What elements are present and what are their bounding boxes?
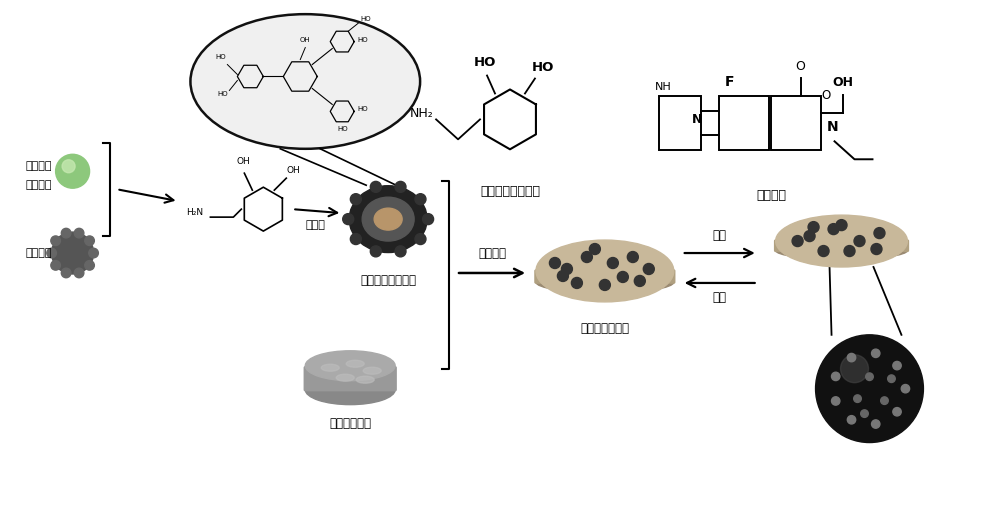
Circle shape	[836, 220, 847, 230]
Circle shape	[415, 234, 426, 245]
Text: HO: HO	[357, 37, 368, 42]
Circle shape	[370, 182, 381, 192]
Bar	[659, 97, 701, 150]
Circle shape	[844, 245, 855, 256]
Circle shape	[866, 373, 873, 381]
Ellipse shape	[336, 374, 354, 381]
Text: 真空抽滤: 真空抽滤	[478, 246, 506, 260]
Circle shape	[634, 276, 645, 286]
Circle shape	[395, 182, 406, 192]
Circle shape	[415, 194, 426, 204]
Ellipse shape	[305, 351, 395, 381]
Circle shape	[643, 263, 654, 275]
Ellipse shape	[356, 376, 374, 383]
Circle shape	[847, 354, 856, 362]
Ellipse shape	[362, 197, 414, 241]
Circle shape	[854, 236, 865, 246]
Ellipse shape	[776, 241, 907, 260]
Text: HO: HO	[337, 126, 348, 132]
Circle shape	[85, 261, 94, 270]
Text: 自聚合: 自聚合	[305, 220, 325, 230]
Circle shape	[571, 278, 582, 288]
Circle shape	[872, 349, 880, 357]
Ellipse shape	[363, 367, 381, 374]
Ellipse shape	[346, 360, 364, 367]
Ellipse shape	[536, 240, 674, 302]
Text: 分子印迹二氧化钛: 分子印迹二氧化钛	[360, 275, 416, 287]
Circle shape	[561, 263, 572, 275]
Text: OH: OH	[832, 76, 853, 89]
Circle shape	[85, 236, 94, 245]
Text: 再生纤维素膜: 再生纤维素膜	[329, 417, 371, 430]
Circle shape	[861, 410, 868, 417]
Circle shape	[874, 228, 885, 238]
Circle shape	[901, 384, 910, 393]
Circle shape	[350, 234, 361, 245]
Circle shape	[557, 270, 568, 281]
Text: F: F	[725, 75, 734, 89]
Circle shape	[61, 228, 71, 238]
Circle shape	[832, 397, 840, 405]
Circle shape	[47, 249, 56, 258]
Circle shape	[816, 335, 923, 442]
Circle shape	[61, 268, 71, 278]
Circle shape	[62, 160, 75, 173]
Circle shape	[832, 372, 840, 381]
Text: OH: OH	[300, 37, 311, 42]
Circle shape	[589, 244, 600, 254]
Circle shape	[881, 397, 888, 405]
Text: N: N	[692, 114, 702, 126]
Circle shape	[599, 279, 610, 290]
Circle shape	[792, 236, 803, 246]
Ellipse shape	[536, 271, 674, 293]
Circle shape	[841, 355, 868, 383]
Text: HO: HO	[361, 16, 371, 22]
Circle shape	[581, 252, 592, 262]
Circle shape	[350, 194, 361, 204]
Circle shape	[343, 213, 354, 225]
Text: N: N	[827, 121, 838, 134]
Circle shape	[872, 420, 880, 428]
Text: O: O	[796, 59, 806, 73]
Circle shape	[56, 155, 90, 188]
FancyBboxPatch shape	[535, 270, 675, 283]
Circle shape	[423, 213, 434, 225]
Text: NH: NH	[654, 82, 671, 92]
Circle shape	[74, 268, 84, 278]
Circle shape	[617, 271, 628, 282]
Circle shape	[627, 252, 638, 262]
Text: 吸附: 吸附	[713, 228, 727, 242]
Text: NH₂: NH₂	[410, 107, 434, 121]
Text: O: O	[821, 89, 830, 102]
Text: HO: HO	[215, 54, 226, 59]
Text: 解析: 解析	[713, 292, 727, 304]
Ellipse shape	[776, 215, 907, 267]
Circle shape	[607, 258, 618, 269]
Text: OH: OH	[236, 157, 250, 166]
Circle shape	[370, 246, 381, 257]
Circle shape	[51, 261, 60, 270]
Text: 模板分子: 模板分子	[757, 189, 787, 202]
Text: HO: HO	[474, 56, 496, 68]
Text: HO: HO	[217, 91, 228, 98]
Ellipse shape	[190, 14, 420, 149]
Circle shape	[808, 221, 819, 233]
Circle shape	[51, 236, 60, 245]
Text: HO: HO	[357, 106, 368, 113]
Circle shape	[847, 416, 856, 424]
Text: 分子印迹复合膜: 分子印迹复合膜	[580, 322, 629, 336]
Circle shape	[893, 408, 901, 416]
Bar	[719, 97, 769, 150]
Circle shape	[74, 228, 84, 238]
Circle shape	[871, 244, 882, 254]
Text: HO: HO	[532, 61, 554, 73]
Circle shape	[893, 362, 901, 370]
Text: 二氧化钛: 二氧化钛	[25, 161, 52, 172]
Ellipse shape	[321, 364, 339, 371]
Circle shape	[549, 258, 560, 269]
FancyBboxPatch shape	[304, 367, 396, 391]
Circle shape	[52, 232, 94, 274]
Circle shape	[888, 375, 895, 382]
Circle shape	[828, 224, 839, 235]
